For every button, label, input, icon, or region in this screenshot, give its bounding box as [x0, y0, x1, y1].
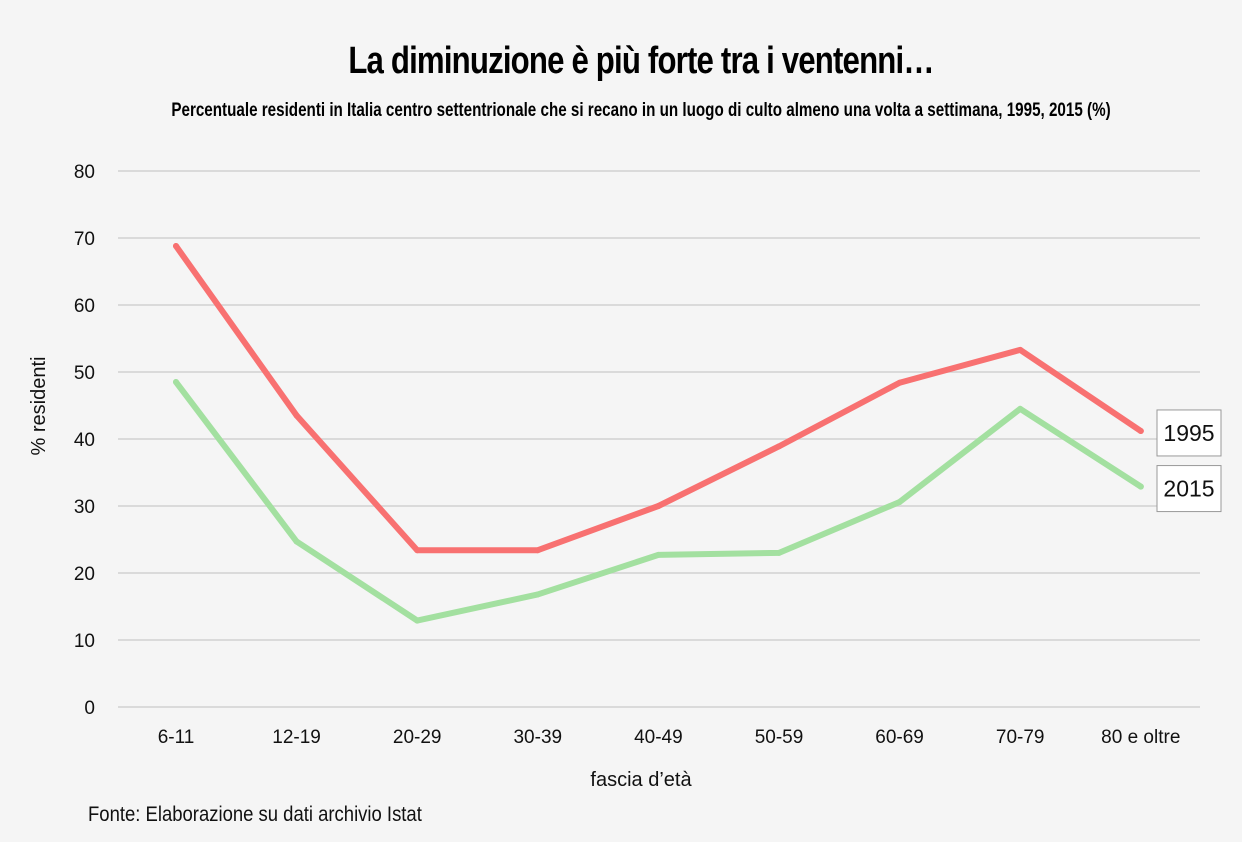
series-label-2015: 2015 — [1156, 465, 1222, 513]
series-label-box — [1156, 465, 1222, 513]
data-point — [173, 379, 179, 386]
data-point — [776, 443, 782, 450]
data-point — [534, 547, 541, 554]
series-line-2015 — [173, 379, 1144, 624]
y-tick-label: 20 — [74, 564, 95, 585]
data-point — [293, 538, 300, 545]
series-lines — [173, 243, 1144, 624]
data-point — [414, 617, 421, 624]
data-point — [293, 412, 300, 419]
data-point — [414, 547, 421, 554]
chart-title: La diminuzione è più forte tra i ventenn… — [348, 40, 934, 82]
x-tick-label: 40-49 — [634, 727, 683, 748]
data-point — [1017, 405, 1024, 412]
data-point — [1017, 346, 1024, 353]
series-label-text: 2015 — [1163, 476, 1214, 502]
x-tick-label: 80 e oltre — [1101, 727, 1180, 748]
y-tick-label: 0 — [84, 698, 95, 719]
y-tick-label: 50 — [74, 363, 95, 384]
data-point — [173, 243, 179, 250]
y-axis-ticks: 0 10 20 30 40 50 60 70 80 — [74, 162, 95, 719]
data-point — [896, 379, 903, 386]
x-axis-ticks: 6-11 12-19 20-29 30-39 40-49 50-59 60-69 70-79 8… — [158, 727, 1181, 748]
series-labels: 1995 2015 — [1156, 409, 1222, 513]
grid-lines — [118, 170, 1200, 708]
x-tick-label: 20-29 — [393, 727, 442, 748]
y-tick-label: 80 — [74, 162, 95, 183]
data-point — [1137, 427, 1144, 434]
x-tick-label: 30-39 — [513, 727, 562, 748]
y-tick-label: 40 — [74, 430, 95, 451]
data-point — [896, 498, 903, 505]
y-tick-label: 60 — [74, 296, 95, 317]
x-tick-label: 70-79 — [996, 727, 1045, 748]
source-note: Fonte: Elaborazione su dati archivio Ist… — [88, 803, 422, 826]
x-tick-label: 50-59 — [755, 727, 804, 748]
series-label-1995: 1995 — [1156, 409, 1222, 457]
data-point — [655, 503, 662, 509]
data-point — [655, 551, 662, 558]
data-point — [534, 591, 541, 598]
data-point — [776, 549, 782, 556]
chart-subtitle: Percentuale residenti in Italia centro s… — [171, 100, 1111, 121]
x-tick-label: 60-69 — [875, 727, 924, 748]
y-axis-title: % residenti — [28, 357, 50, 456]
series-label-box — [1156, 409, 1222, 457]
data-point — [1137, 483, 1144, 490]
series-label-text: 1995 — [1163, 420, 1214, 446]
x-tick-label: 12-19 — [272, 727, 321, 748]
y-tick-label: 70 — [74, 229, 95, 250]
y-tick-label: 30 — [74, 497, 95, 518]
y-tick-label: 10 — [74, 631, 95, 652]
x-tick-label: 6-11 — [158, 727, 195, 748]
x-axis-title: fascia d’età — [590, 769, 692, 791]
